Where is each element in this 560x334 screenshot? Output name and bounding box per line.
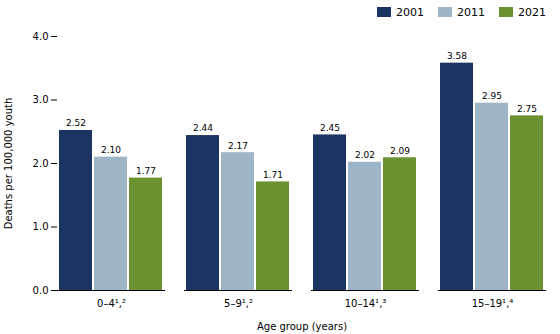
svg-text:4.0: 4.0 (33, 31, 49, 42)
svg-text:3.58: 3.58 (447, 51, 467, 61)
svg-text:Age group (years): Age group (years) (257, 321, 347, 332)
svg-text:2.02: 2.02 (355, 150, 375, 160)
svg-text:2.44: 2.44 (193, 123, 213, 133)
svg-text:15–19¹,⁴: 15–19¹,⁴ (472, 298, 514, 309)
svg-text:2.52: 2.52 (66, 118, 86, 128)
svg-text:0.0: 0.0 (33, 285, 49, 296)
svg-text:0–4¹,²: 0–4¹,² (97, 298, 126, 309)
svg-text:2.95: 2.95 (482, 91, 502, 101)
svg-text:1.77: 1.77 (136, 166, 156, 176)
svg-text:1.71: 1.71 (263, 170, 283, 180)
svg-text:1.0: 1.0 (33, 221, 49, 232)
svg-text:2.75: 2.75 (517, 104, 537, 114)
svg-text:Deaths per 100,000 youth: Deaths per 100,000 youth (3, 98, 14, 230)
svg-text:3.0: 3.0 (33, 94, 49, 105)
svg-text:2.0: 2.0 (33, 158, 49, 169)
html-text:2001: 2001 (396, 5, 424, 19)
html-text:2011: 2011 (457, 5, 485, 19)
svg-text:2.17: 2.17 (228, 141, 248, 151)
svg-text:10–14¹,³: 10–14¹,³ (345, 298, 387, 309)
html-text:2021: 2021 (518, 5, 546, 19)
svg-text:2.45: 2.45 (320, 123, 340, 133)
svg-text:5–9¹,²: 5–9¹,² (224, 298, 253, 309)
svg-text:2.09: 2.09 (390, 146, 410, 156)
svg-text:2.10: 2.10 (101, 145, 121, 155)
